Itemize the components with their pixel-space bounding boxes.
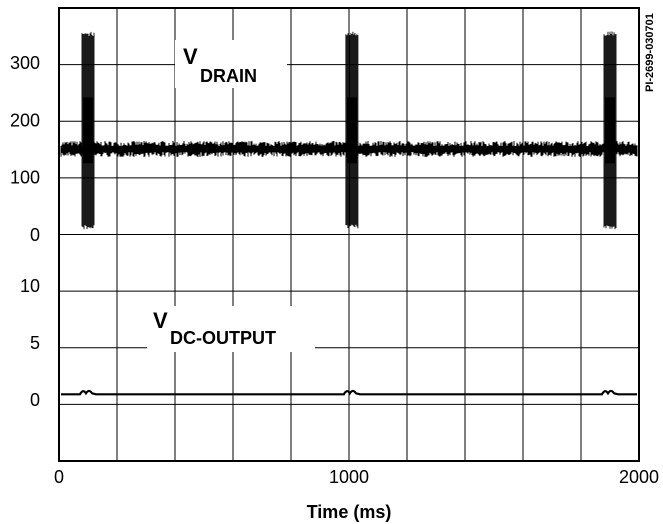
vdrain-label-sub: DRAIN bbox=[200, 66, 257, 86]
vdrain-burst-core bbox=[605, 97, 615, 164]
vdc-output-trace bbox=[61, 389, 637, 396]
x-tick-labels: 0 1000 2000 bbox=[54, 467, 659, 487]
traces bbox=[60, 31, 638, 396]
vdc-output-label: V DC-OUTPUT bbox=[147, 306, 315, 352]
x-tick-label: 2000 bbox=[619, 467, 659, 487]
x-tick-label: 0 bbox=[54, 467, 64, 487]
y-tick-label: 300 bbox=[10, 53, 40, 73]
vdrain-burst bbox=[81, 31, 95, 230]
y-tick-label: 5 bbox=[30, 333, 40, 353]
figure-code: PI-2699-030701 bbox=[644, 13, 656, 92]
vdrain-trace bbox=[60, 141, 638, 157]
y-tick-label: 0 bbox=[30, 225, 40, 245]
y-tick-label: 0 bbox=[30, 390, 40, 410]
vdrain-burst-core bbox=[346, 97, 357, 164]
y-tick-label: 200 bbox=[10, 110, 40, 130]
vdrain-burst bbox=[345, 31, 359, 229]
vdc-output-label-main: V bbox=[153, 308, 168, 333]
vdrain-label: V DRAIN bbox=[175, 40, 287, 88]
vdrain-burst bbox=[603, 31, 617, 230]
x-tick-label: 1000 bbox=[329, 467, 369, 487]
y-tick-label: 100 bbox=[10, 168, 40, 188]
x-axis-title: Time (ms) bbox=[307, 502, 392, 522]
y-tick-label: 10 bbox=[20, 276, 40, 296]
vdc-output-label-sub: DC-OUTPUT bbox=[170, 328, 276, 348]
vdrain-label-main: V bbox=[183, 44, 198, 69]
plot-frame bbox=[58, 7, 640, 462]
vdrain-burst-core bbox=[83, 97, 93, 164]
y-tick-labels: 300 200 100 0 10 5 0 bbox=[10, 53, 40, 410]
